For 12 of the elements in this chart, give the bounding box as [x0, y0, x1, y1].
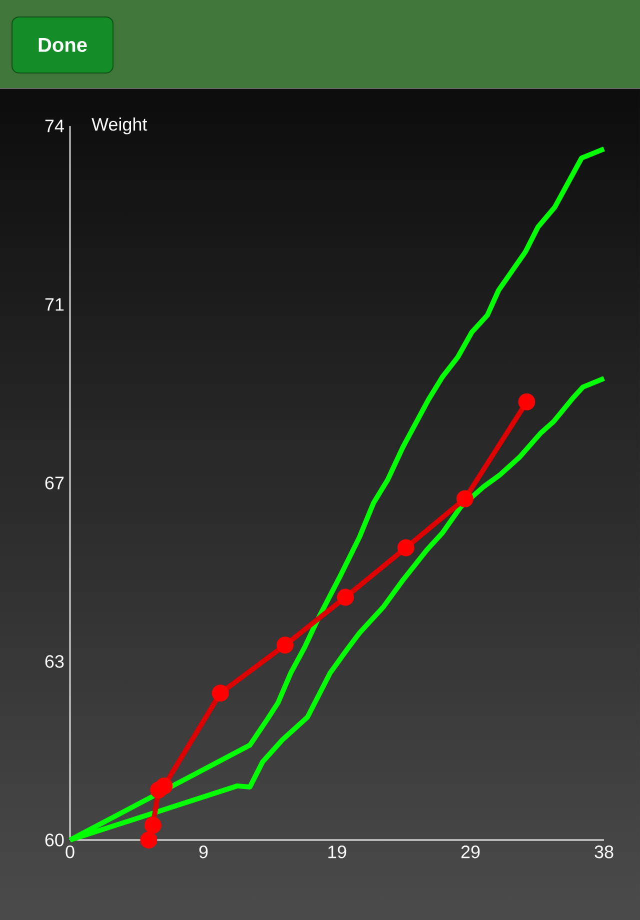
y-tick-label: 71	[45, 298, 64, 311]
x-tick-label: 19	[328, 846, 346, 858]
x-tick-label: 9	[199, 846, 208, 858]
y-tick-label: 63	[45, 655, 64, 668]
x-tick-label: 29	[461, 846, 480, 858]
x-tick-label: 38	[594, 846, 614, 858]
x-tick-label: 0	[66, 846, 74, 858]
text: Done	[38, 38, 87, 52]
y-tick-label: 74	[45, 120, 64, 132]
y-axis-title: Weight	[92, 118, 148, 134]
y-tick-label: 67	[45, 476, 64, 490]
y-tick-label: 60	[45, 834, 64, 846]
